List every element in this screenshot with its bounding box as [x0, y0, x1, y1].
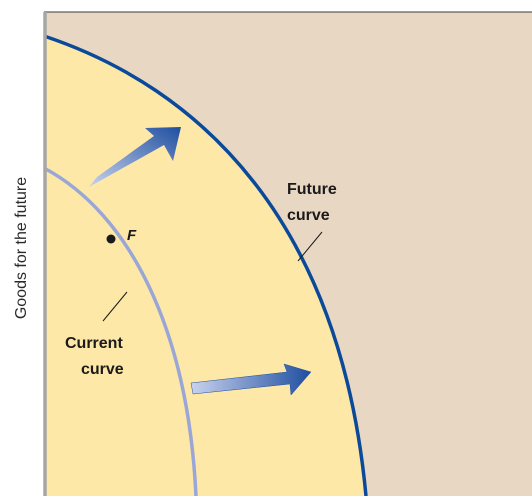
- future-curve-label-line1: Future: [287, 181, 337, 198]
- current-curve-label-line1: Current: [65, 335, 123, 352]
- future-curve-leader-line: [297, 231, 323, 262]
- future-curve-label-line2: curve: [287, 207, 330, 224]
- shift-arrow-lower: [190, 363, 312, 396]
- shift-arrow-upper: [89, 127, 181, 187]
- future-curve: [43, 34, 368, 496]
- current-curve: [43, 166, 198, 496]
- point-f-marker: [106, 234, 116, 244]
- y-axis-label: Goods for the future: [13, 177, 30, 319]
- point-f-label: F: [127, 227, 137, 244]
- current-curve-leader-line: [102, 291, 128, 322]
- current-curve-label-line2: curve: [81, 361, 124, 378]
